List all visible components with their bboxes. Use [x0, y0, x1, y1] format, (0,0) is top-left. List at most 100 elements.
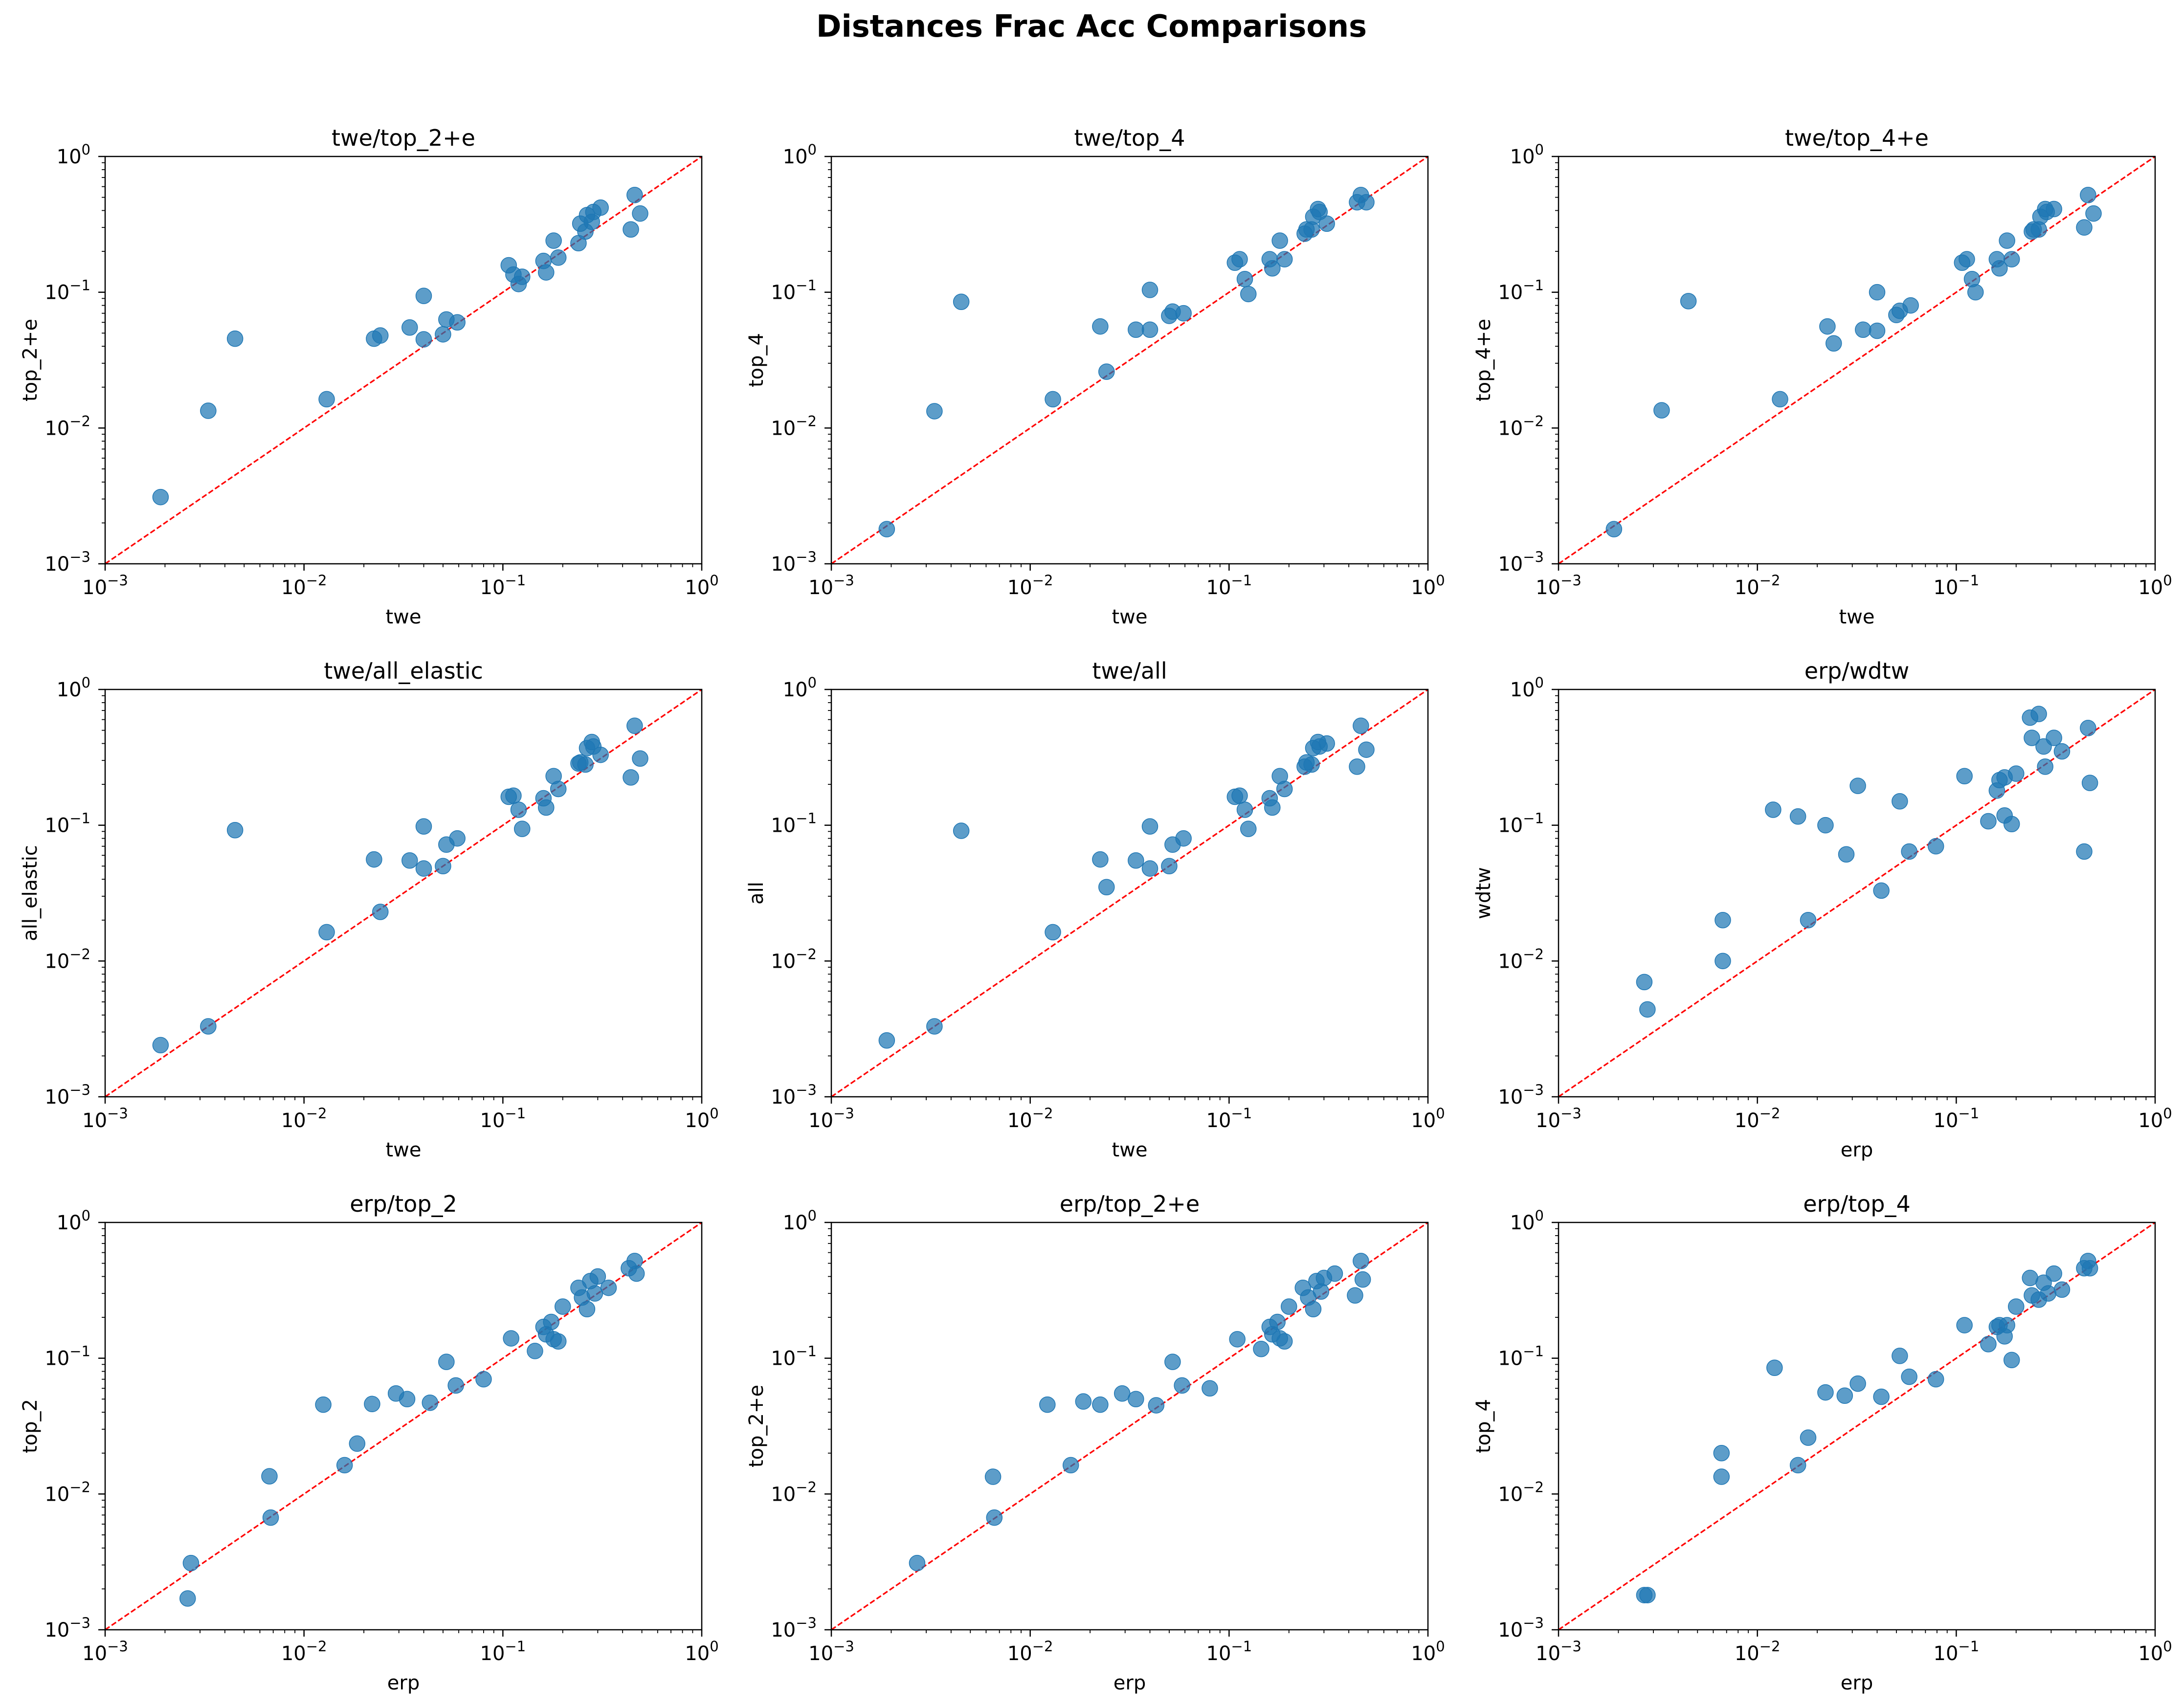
y-tick-label: 10−2: [771, 1479, 817, 1506]
data-point: [2046, 1265, 2062, 1282]
x-tick-label: 10−3: [1536, 1105, 1582, 1132]
x-tick-label: 10−3: [82, 1105, 128, 1132]
y-tick-label: 10−2: [771, 413, 817, 440]
data-point: [1276, 1333, 1293, 1350]
data-point: [179, 1590, 196, 1607]
data-point: [626, 717, 643, 734]
x-axis-label: twe: [1839, 606, 1874, 628]
data-point: [1680, 293, 1697, 310]
data-point: [1800, 1429, 1817, 1446]
x-tick-label: 10−3: [1536, 1638, 1582, 1665]
data-point: [401, 319, 418, 336]
data-point: [1128, 1391, 1144, 1408]
x-tick-label: 10−3: [808, 1638, 854, 1665]
data-point: [1271, 232, 1288, 249]
data-point: [372, 327, 389, 344]
x-tick-label: 10−1: [1206, 1638, 1252, 1665]
data-point: [1789, 1457, 1806, 1474]
data-point: [1766, 1359, 1783, 1376]
data-point: [415, 288, 432, 304]
x-axis-label: twe: [385, 606, 421, 628]
data-point: [1311, 203, 1328, 221]
data-point: [447, 1377, 464, 1394]
data-point: [2003, 251, 2020, 267]
y-tick-label: 10−2: [771, 946, 817, 973]
y-axis-label: top_4: [745, 333, 768, 387]
subplot-3: 10−310−3 10−2 10−2 10−1 10−1 100 100 twe/top_4+…: [1472, 125, 2172, 628]
data-point: [545, 232, 562, 249]
y-axis-label: top_2+e: [745, 1385, 768, 1467]
data-point: [538, 264, 555, 281]
x-tick-label: 10−2: [281, 1638, 327, 1665]
data-point: [926, 1018, 943, 1035]
data-point: [628, 1265, 645, 1282]
data-point: [1800, 911, 1817, 929]
data-point: [1202, 1380, 1218, 1397]
reference-line-y-equals-x: [105, 1221, 702, 1631]
data-point: [1836, 1387, 1853, 1404]
y-tick-label: 10−2: [45, 413, 90, 440]
axes-frame: [104, 1221, 703, 1631]
data-point: [1174, 1377, 1190, 1394]
y-axis-label: top_4: [1472, 1399, 1495, 1453]
data-point: [953, 822, 970, 839]
data-point: [1639, 1587, 1656, 1603]
reference-line-y-equals-x: [105, 155, 702, 565]
y-tick-label: 100: [1510, 674, 1544, 701]
y-tick-label: 10−3: [771, 1615, 817, 1641]
subplot-title: twe/top_4+e: [1785, 125, 1929, 151]
data-point: [1354, 1271, 1371, 1288]
data-point: [505, 787, 522, 804]
x-tick-label: 10−1: [1206, 1105, 1252, 1132]
y-tick-label: 10−2: [45, 1479, 90, 1506]
axes-frame: [830, 155, 1429, 565]
x-tick-label: 10−2: [1735, 572, 1781, 599]
data-point: [1892, 793, 1908, 810]
data-point: [577, 756, 594, 773]
data-point: [399, 1391, 416, 1408]
data-point: [2037, 758, 2053, 775]
subplot-8: 10−310−3 10−2 10−2 10−1 10−1 100 100 erp/top_2+…: [745, 1191, 1445, 1694]
x-axis-label: twe: [385, 1139, 421, 1161]
data-point: [2076, 219, 2093, 236]
y-tick-label: 10−1: [45, 810, 90, 837]
y-axis-label: top_2+e: [19, 319, 42, 401]
data-point: [1869, 322, 1886, 339]
axes-frame: [830, 1221, 1429, 1631]
x-tick-label: 10−1: [1934, 572, 1980, 599]
x-tick-label: 10−3: [82, 1638, 128, 1665]
data-point: [1765, 801, 1782, 818]
data-point: [1956, 1317, 1973, 1333]
data-point: [1141, 860, 1158, 877]
data-point: [182, 1554, 200, 1572]
data-point: [1901, 843, 1917, 860]
data-point: [2053, 1281, 2071, 1298]
data-point: [1855, 321, 1871, 338]
y-axis-label: all_elastic: [19, 845, 42, 941]
data-point: [200, 402, 217, 419]
data-point: [2046, 730, 2062, 746]
data-point: [550, 249, 567, 266]
data-point: [909, 1554, 926, 1572]
reference-line-y-equals-x: [831, 1221, 1428, 1631]
data-point: [632, 750, 648, 767]
data-point: [1358, 194, 1375, 211]
data-point: [372, 904, 389, 920]
subplot-4: 10−310−3 10−2 10−2 10−1 10−1 100 100 twe/all_el…: [19, 658, 719, 1161]
data-point: [449, 314, 466, 331]
subplot-title: erp/top_2+e: [1060, 1191, 1200, 1217]
data-point: [1092, 1396, 1109, 1413]
y-tick-label: 10−1: [1498, 277, 1544, 304]
data-point: [1817, 1384, 1834, 1401]
y-tick-label: 10−2: [45, 946, 90, 973]
axes-frame: [1558, 1221, 2156, 1631]
data-point: [2076, 843, 2093, 860]
data-point: [1092, 318, 1109, 335]
x-tick-label: 10−1: [1206, 572, 1252, 599]
x-tick-label: 100: [685, 1638, 718, 1665]
data-point: [366, 851, 382, 868]
data-point: [592, 746, 609, 763]
data-point: [1353, 1253, 1369, 1269]
